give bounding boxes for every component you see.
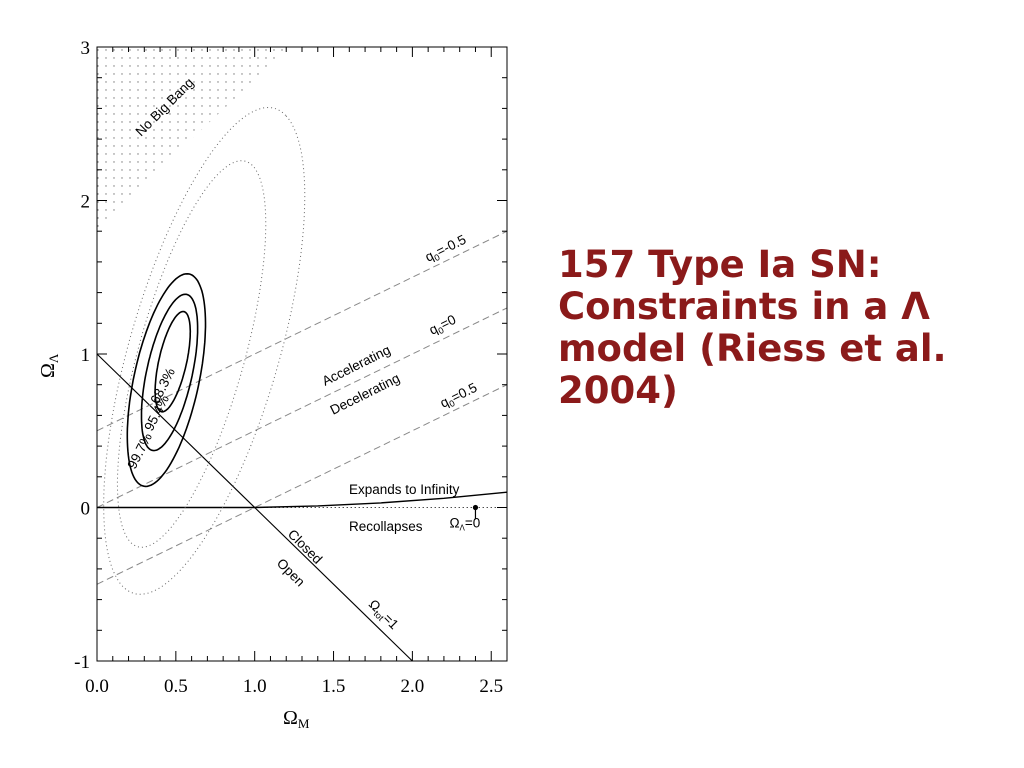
x-tick-label: 0.0 [85, 676, 109, 697]
y-tick-label: 0 [81, 499, 91, 520]
omega-lambda-zero-label: ΩΛ=0 [449, 516, 480, 533]
no-big-bang-region [97, 47, 290, 229]
y-tick-label: -1 [74, 652, 90, 673]
expansion-boundary-curve [97, 491, 507, 509]
contour-1 [140, 293, 199, 452]
expands-to-infinity-label: Expands to Infinity [349, 482, 460, 497]
x-tick-label: 2.5 [479, 676, 503, 697]
caption-line-2: Constraints in a Λ [558, 285, 930, 328]
x-tick-label: 0.5 [164, 676, 188, 697]
q0-zero-label: q0=0 [427, 312, 460, 340]
caption-line-3: model (Riess et al. [558, 327, 947, 370]
contour-0 [154, 310, 192, 413]
tick-marks [96, 46, 508, 662]
contour-dotted-4 [103, 106, 306, 595]
caption-line-1: 157 Type Ia SN: [558, 243, 882, 286]
q0-half-line [97, 384, 507, 585]
contour-2 [126, 272, 207, 488]
caption-line-4: 2004) [558, 369, 678, 412]
y-tick-label: 3 [81, 38, 91, 59]
x-axis-title: ΩM [283, 707, 310, 731]
x-tick-label: 1.0 [243, 676, 267, 697]
contour-label-99: 99.7% [124, 430, 155, 471]
q0-zero-line [97, 307, 507, 508]
y-tick-label: 1 [81, 345, 91, 366]
q0-minus-half-line [97, 230, 507, 432]
x-tick-label: 2.0 [401, 676, 425, 697]
y-tick-label: 2 [81, 192, 91, 213]
slide-caption: 157 Type Ia SN: Constraints in a Λ model… [558, 244, 998, 412]
y-axis-title: ΩΛ [37, 353, 61, 378]
contour-label-95: 95.4% [141, 392, 172, 433]
omega-tot-label: Ωtot=1 [364, 597, 401, 634]
x-tick-label: 1.5 [322, 676, 346, 697]
open-label: Open [274, 556, 308, 590]
recollapses-label: Recollapses [349, 519, 423, 534]
